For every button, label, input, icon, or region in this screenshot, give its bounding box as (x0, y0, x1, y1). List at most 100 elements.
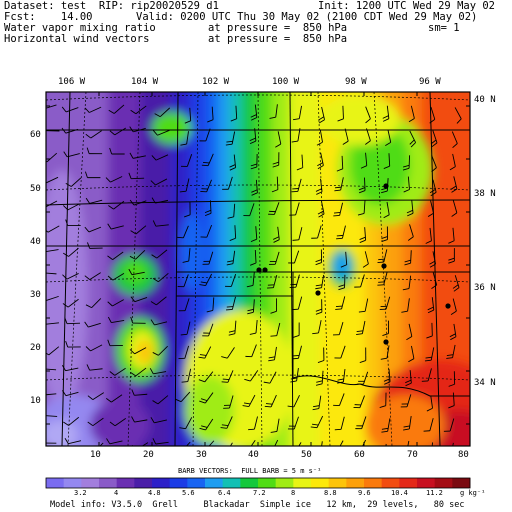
wind-barb (220, 416, 233, 429)
colorbar-swatch (328, 478, 347, 488)
city-markers (256, 183, 451, 345)
wind-barb (85, 130, 102, 139)
y-tick-20: 20 (30, 343, 41, 353)
wind-barb (452, 275, 460, 292)
wind-barb (106, 394, 123, 403)
colorbar-label-6: 8 (291, 489, 296, 497)
wind-barb (46, 322, 59, 325)
wind-barb (175, 391, 191, 403)
wind-barb (377, 249, 388, 264)
wind-barb (109, 417, 127, 427)
colorbar-swatch (275, 478, 294, 488)
wind-barb (292, 296, 303, 311)
wind-barb (365, 106, 371, 124)
wind-barb (360, 152, 368, 169)
wind-barb (269, 104, 278, 119)
wind-barb (179, 178, 190, 193)
colorbar-label-9: 10.4 (391, 489, 408, 497)
colorbar-swatch (417, 478, 436, 488)
lat-label-40n: 40 N (474, 95, 496, 105)
wind-barb (151, 154, 169, 161)
wind-barb (289, 274, 300, 288)
wind-barb (106, 438, 123, 445)
wind-barb (334, 177, 344, 192)
wind-barb (130, 225, 147, 235)
wind-barb (107, 223, 124, 230)
wind-barb (449, 323, 457, 341)
city-marker-7 (445, 303, 451, 309)
wind-barb (407, 440, 410, 446)
x-tick-70: 70 (407, 450, 418, 460)
wind-barb (454, 107, 462, 124)
wind-barb (204, 200, 212, 217)
wind-barb (250, 104, 258, 121)
wind-barb (311, 225, 322, 239)
wind-barb (206, 297, 215, 313)
wind-barb (356, 320, 366, 335)
wind-barb (406, 323, 413, 341)
wind-barb (448, 371, 456, 387)
wind-barb (298, 442, 302, 446)
wind-barb (202, 323, 214, 337)
wind-barb (425, 227, 432, 244)
pressure1-line: at pressure = 850 hPa (208, 22, 348, 34)
wind-barb (408, 105, 415, 123)
colorbar-swatch (452, 478, 471, 488)
x-tick-40: 40 (248, 450, 259, 460)
wind-barb (248, 416, 258, 431)
wind-barb (359, 347, 367, 363)
x-tick-20: 20 (143, 450, 154, 460)
wind-barb (448, 248, 455, 264)
wind-barb (246, 272, 255, 288)
wind-barb (382, 105, 390, 122)
wind-barb (46, 295, 59, 301)
colorbar-swatch (434, 478, 453, 488)
wind-barb (316, 129, 323, 146)
wind-barb (109, 367, 126, 376)
wind-barb (150, 178, 168, 186)
wind-barb (263, 371, 277, 384)
boundaries (46, 92, 470, 446)
wind-barb (427, 200, 434, 217)
wind-barb (427, 297, 435, 314)
wind-barb (288, 250, 300, 264)
wind-barb (84, 226, 102, 233)
wind-barb (149, 368, 167, 375)
wind-barb (150, 319, 168, 326)
wind-barb (379, 392, 387, 408)
wind-barb (226, 296, 236, 311)
lon-label-104w: 104 W (131, 77, 159, 87)
wind-barb (207, 106, 214, 123)
wind-barb (201, 153, 214, 167)
wind-barb (264, 394, 277, 408)
colorbar-swatch (81, 478, 100, 488)
wind-barb (250, 226, 258, 243)
wind-barb (291, 178, 302, 193)
wind-barb (379, 296, 391, 310)
lat-label-36n: 36 N (474, 283, 496, 293)
wind-barb (312, 395, 322, 411)
wind-barb (62, 298, 79, 308)
wind-barb (321, 441, 323, 446)
x-tick-10: 10 (90, 450, 101, 460)
wind-barb (315, 274, 325, 290)
wind-barb (202, 251, 214, 265)
colorbar-swatch (258, 478, 277, 488)
colorbar-label-0: 3.2 (74, 489, 87, 497)
wind-barb (426, 322, 433, 339)
wind-barb (129, 199, 147, 206)
wind-barb (446, 344, 456, 359)
wind-barb (198, 371, 214, 383)
wind-barb (64, 438, 82, 445)
y-tick-60: 60 (30, 130, 41, 140)
wind-barb (87, 417, 104, 427)
wind-barb (221, 370, 234, 383)
wind-barb (108, 200, 125, 210)
wind-barb (275, 131, 282, 148)
wind-barb (61, 365, 79, 372)
city-marker-1 (256, 267, 262, 273)
wind-barb (152, 345, 168, 356)
wind-barb (199, 128, 211, 142)
colorbar-swatch (222, 478, 241, 488)
wind-barb (353, 395, 365, 409)
